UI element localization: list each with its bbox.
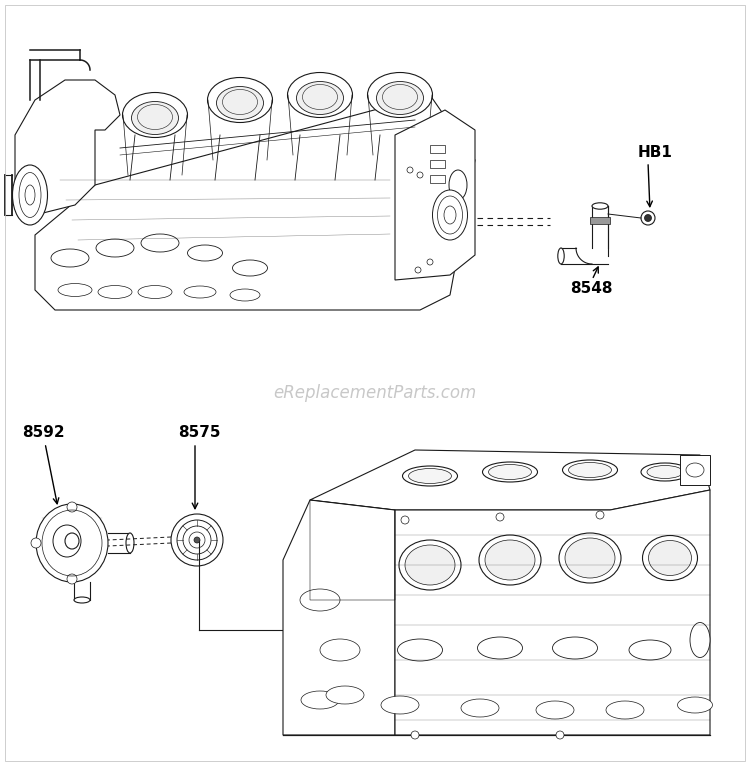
Ellipse shape (536, 701, 574, 719)
Ellipse shape (485, 540, 535, 580)
Polygon shape (395, 110, 475, 280)
Ellipse shape (141, 234, 179, 252)
Ellipse shape (409, 469, 452, 483)
Ellipse shape (171, 514, 223, 566)
Circle shape (67, 574, 77, 584)
Ellipse shape (122, 93, 188, 138)
Polygon shape (15, 80, 120, 215)
Ellipse shape (126, 533, 134, 553)
Ellipse shape (478, 637, 523, 659)
Ellipse shape (368, 73, 433, 117)
Circle shape (67, 502, 77, 512)
Ellipse shape (301, 691, 339, 709)
Polygon shape (283, 500, 395, 735)
Ellipse shape (405, 545, 455, 585)
Ellipse shape (51, 249, 89, 267)
Ellipse shape (461, 699, 499, 717)
Ellipse shape (559, 533, 621, 583)
Ellipse shape (403, 466, 457, 486)
Ellipse shape (300, 589, 340, 611)
Text: 8592: 8592 (22, 424, 64, 440)
Polygon shape (35, 95, 475, 310)
Circle shape (596, 511, 604, 519)
Circle shape (31, 538, 41, 548)
Ellipse shape (606, 701, 644, 719)
Ellipse shape (184, 286, 216, 298)
Ellipse shape (433, 190, 467, 240)
Ellipse shape (217, 87, 263, 119)
Ellipse shape (381, 696, 419, 714)
Ellipse shape (58, 283, 92, 296)
Ellipse shape (592, 203, 608, 209)
Ellipse shape (74, 597, 90, 603)
Ellipse shape (568, 463, 611, 477)
Polygon shape (310, 450, 710, 510)
Ellipse shape (194, 537, 200, 543)
Circle shape (641, 211, 655, 225)
Ellipse shape (562, 460, 617, 480)
Ellipse shape (188, 245, 223, 261)
Ellipse shape (65, 533, 79, 549)
Ellipse shape (479, 535, 541, 585)
Circle shape (556, 731, 564, 739)
Ellipse shape (230, 289, 260, 301)
Ellipse shape (629, 640, 671, 660)
Ellipse shape (36, 504, 108, 582)
Bar (430, 145, 445, 153)
Circle shape (411, 731, 419, 739)
Ellipse shape (565, 538, 615, 578)
Ellipse shape (320, 639, 360, 661)
Ellipse shape (488, 464, 532, 480)
Bar (680, 455, 710, 485)
Polygon shape (395, 490, 710, 735)
Text: HB1: HB1 (638, 145, 673, 159)
Ellipse shape (131, 102, 178, 135)
Ellipse shape (208, 77, 272, 123)
Ellipse shape (641, 463, 689, 481)
Bar (430, 160, 445, 168)
Circle shape (401, 516, 409, 524)
Ellipse shape (376, 81, 424, 114)
Ellipse shape (296, 81, 344, 114)
Ellipse shape (287, 73, 352, 117)
Ellipse shape (13, 165, 47, 225)
Ellipse shape (649, 541, 692, 575)
Ellipse shape (482, 462, 538, 482)
Ellipse shape (232, 260, 268, 276)
Circle shape (496, 513, 504, 521)
Circle shape (415, 267, 421, 273)
Ellipse shape (138, 286, 172, 299)
Text: 8575: 8575 (178, 424, 220, 440)
Ellipse shape (96, 239, 134, 257)
Ellipse shape (643, 535, 698, 581)
Text: 8548: 8548 (570, 280, 613, 296)
Ellipse shape (398, 639, 442, 661)
Ellipse shape (677, 697, 712, 713)
Ellipse shape (449, 170, 467, 200)
Text: eReplacementParts.com: eReplacementParts.com (273, 384, 477, 402)
Ellipse shape (98, 286, 132, 299)
Circle shape (427, 259, 433, 265)
Ellipse shape (558, 248, 564, 264)
Bar (590, 217, 610, 224)
Ellipse shape (326, 686, 364, 704)
Ellipse shape (553, 637, 598, 659)
Ellipse shape (647, 466, 683, 479)
Bar (430, 175, 445, 183)
Circle shape (407, 167, 413, 173)
Ellipse shape (690, 623, 710, 657)
Circle shape (644, 214, 652, 221)
Ellipse shape (399, 540, 461, 590)
Circle shape (417, 172, 423, 178)
